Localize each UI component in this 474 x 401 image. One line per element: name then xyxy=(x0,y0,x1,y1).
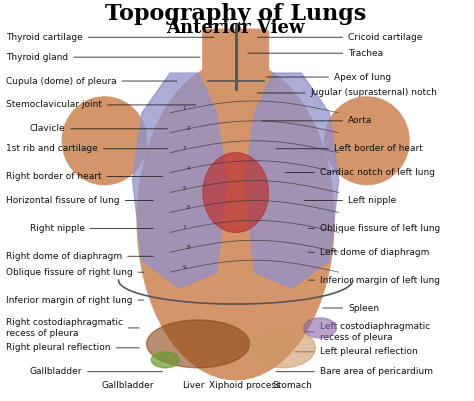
Text: Right pleural reflection: Right pleural reflection xyxy=(6,343,139,352)
Text: Left border of heart: Left border of heart xyxy=(276,144,423,153)
Text: 7: 7 xyxy=(182,225,186,230)
Text: Left costodiaphragmatic
recess of pleura: Left costodiaphragmatic recess of pleura xyxy=(304,322,430,342)
Text: Thyroid gland: Thyroid gland xyxy=(6,53,200,62)
Text: Bare area of pericardium: Bare area of pericardium xyxy=(276,367,433,376)
Ellipse shape xyxy=(325,97,409,184)
Text: 4: 4 xyxy=(187,166,191,171)
Text: Oblique fissure of right lung: Oblique fissure of right lung xyxy=(6,268,144,277)
Text: 2: 2 xyxy=(187,126,191,131)
Text: Right dome of diaphragm: Right dome of diaphragm xyxy=(6,252,153,261)
Text: Right border of heart: Right border of heart xyxy=(6,172,163,181)
Ellipse shape xyxy=(303,318,337,338)
Text: Inferior margin of right lung: Inferior margin of right lung xyxy=(6,296,144,304)
Ellipse shape xyxy=(137,61,334,380)
Text: Left pleural reflection: Left pleural reflection xyxy=(295,347,418,356)
Ellipse shape xyxy=(146,320,250,368)
Text: Topography of Lungs: Topography of Lungs xyxy=(105,3,366,25)
Ellipse shape xyxy=(151,352,180,368)
Polygon shape xyxy=(133,73,226,288)
Text: Clavicle: Clavicle xyxy=(29,124,167,133)
Ellipse shape xyxy=(250,328,315,368)
Text: Xiphoid process: Xiphoid process xyxy=(209,381,281,390)
FancyBboxPatch shape xyxy=(203,29,268,85)
Text: Spleen: Spleen xyxy=(323,304,379,312)
Text: 3: 3 xyxy=(182,146,186,151)
Ellipse shape xyxy=(203,153,268,232)
Text: 5: 5 xyxy=(182,186,186,190)
Text: Jugular (suprasternal) notch: Jugular (suprasternal) notch xyxy=(257,89,438,97)
Text: 1: 1 xyxy=(182,106,186,111)
Text: Liver: Liver xyxy=(182,381,205,390)
Text: Inferior margin of left lung: Inferior margin of left lung xyxy=(309,275,440,285)
Text: Apex of lung: Apex of lung xyxy=(266,73,391,81)
Text: Aorta: Aorta xyxy=(262,116,373,126)
Text: Thyroid cartilage: Thyroid cartilage xyxy=(6,33,214,42)
Text: Horizontal fissure of lung: Horizontal fissure of lung xyxy=(6,196,153,205)
Text: Right nipple: Right nipple xyxy=(29,224,153,233)
Text: Stemoclavicular joint: Stemoclavicular joint xyxy=(6,100,195,109)
Text: Cardiac notch of left lung: Cardiac notch of left lung xyxy=(285,168,435,177)
Polygon shape xyxy=(245,73,339,288)
Text: 9: 9 xyxy=(182,265,186,270)
Text: Right costodiaphragmatic
recess of pleura: Right costodiaphragmatic recess of pleur… xyxy=(6,318,139,338)
Text: Cupula (dome) of pleura: Cupula (dome) of pleura xyxy=(6,77,177,85)
Ellipse shape xyxy=(62,97,146,184)
Text: Gallbladder: Gallbladder xyxy=(101,381,154,390)
Text: Anterior View: Anterior View xyxy=(166,19,305,37)
Text: 6: 6 xyxy=(187,205,191,211)
Text: 1st rib and cartilage: 1st rib and cartilage xyxy=(6,144,167,153)
Text: Oblique fissure of left lung: Oblique fissure of left lung xyxy=(309,224,440,233)
Text: 8: 8 xyxy=(187,245,191,250)
Text: Gallbladder: Gallbladder xyxy=(29,367,163,376)
Text: Cricoid cartilage: Cricoid cartilage xyxy=(257,33,422,42)
Text: Left nipple: Left nipple xyxy=(304,196,396,205)
Text: Trachea: Trachea xyxy=(248,49,383,58)
Text: Stomach: Stomach xyxy=(272,381,312,390)
Text: Left dome of diaphragm: Left dome of diaphragm xyxy=(309,248,429,257)
